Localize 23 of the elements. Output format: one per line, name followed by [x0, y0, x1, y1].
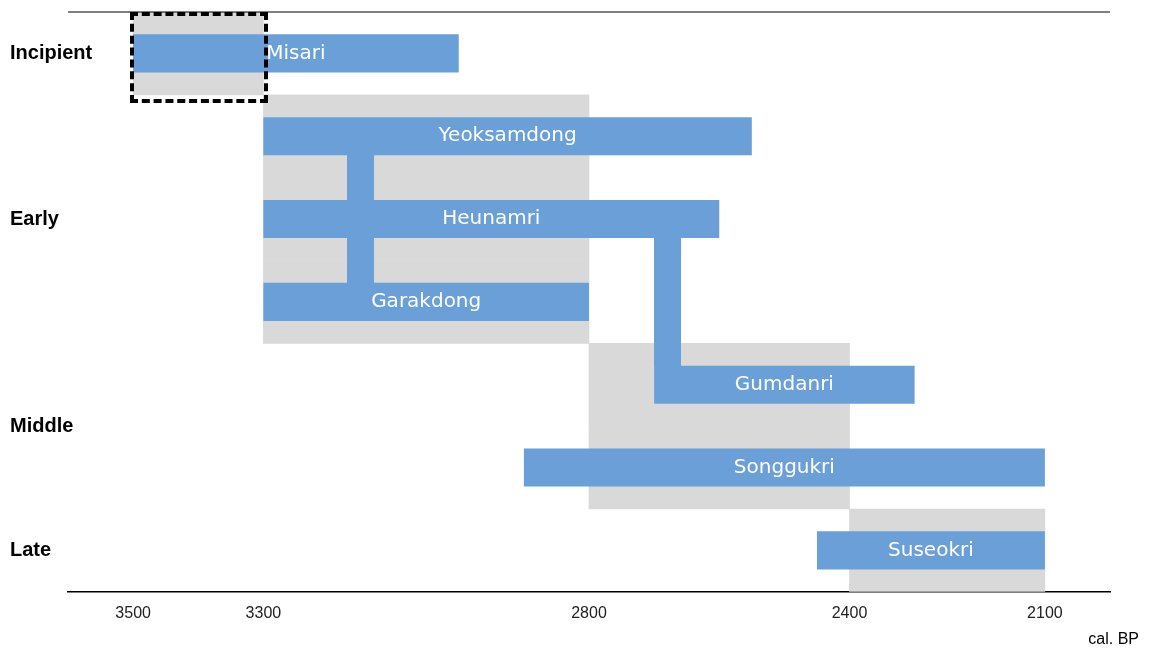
annotation: Incipient [10, 40, 93, 63]
y-tick-label: Yeoksamdong [437, 122, 577, 147]
bar [263, 282, 589, 321]
x-axis-title: cal. BP [1088, 630, 1139, 648]
bar [263, 200, 720, 239]
bar [816, 531, 1045, 570]
text: Early [10, 206, 60, 229]
bar [654, 365, 915, 404]
y-tick-label: Heunamri [442, 205, 541, 230]
x-tick-label: 3300 [245, 603, 282, 621]
y-tick-label: Songgukri [733, 453, 835, 478]
y-tick-label: Misari [266, 39, 326, 64]
x-tick-label: 3500 [115, 603, 152, 621]
bar [523, 448, 1045, 487]
bar [263, 117, 752, 156]
y-tick-label: Suseokri [888, 536, 974, 561]
x-tick-label: 2800 [571, 603, 607, 621]
x-tick-label: 2100 [1027, 603, 1063, 621]
text: Late [10, 537, 52, 560]
annotation: Middle [10, 413, 74, 436]
y-tick-label: Gumdanri [734, 370, 834, 395]
y-tick-label: Garakdong [371, 288, 482, 313]
x-tick-label: 2400 [831, 603, 868, 621]
